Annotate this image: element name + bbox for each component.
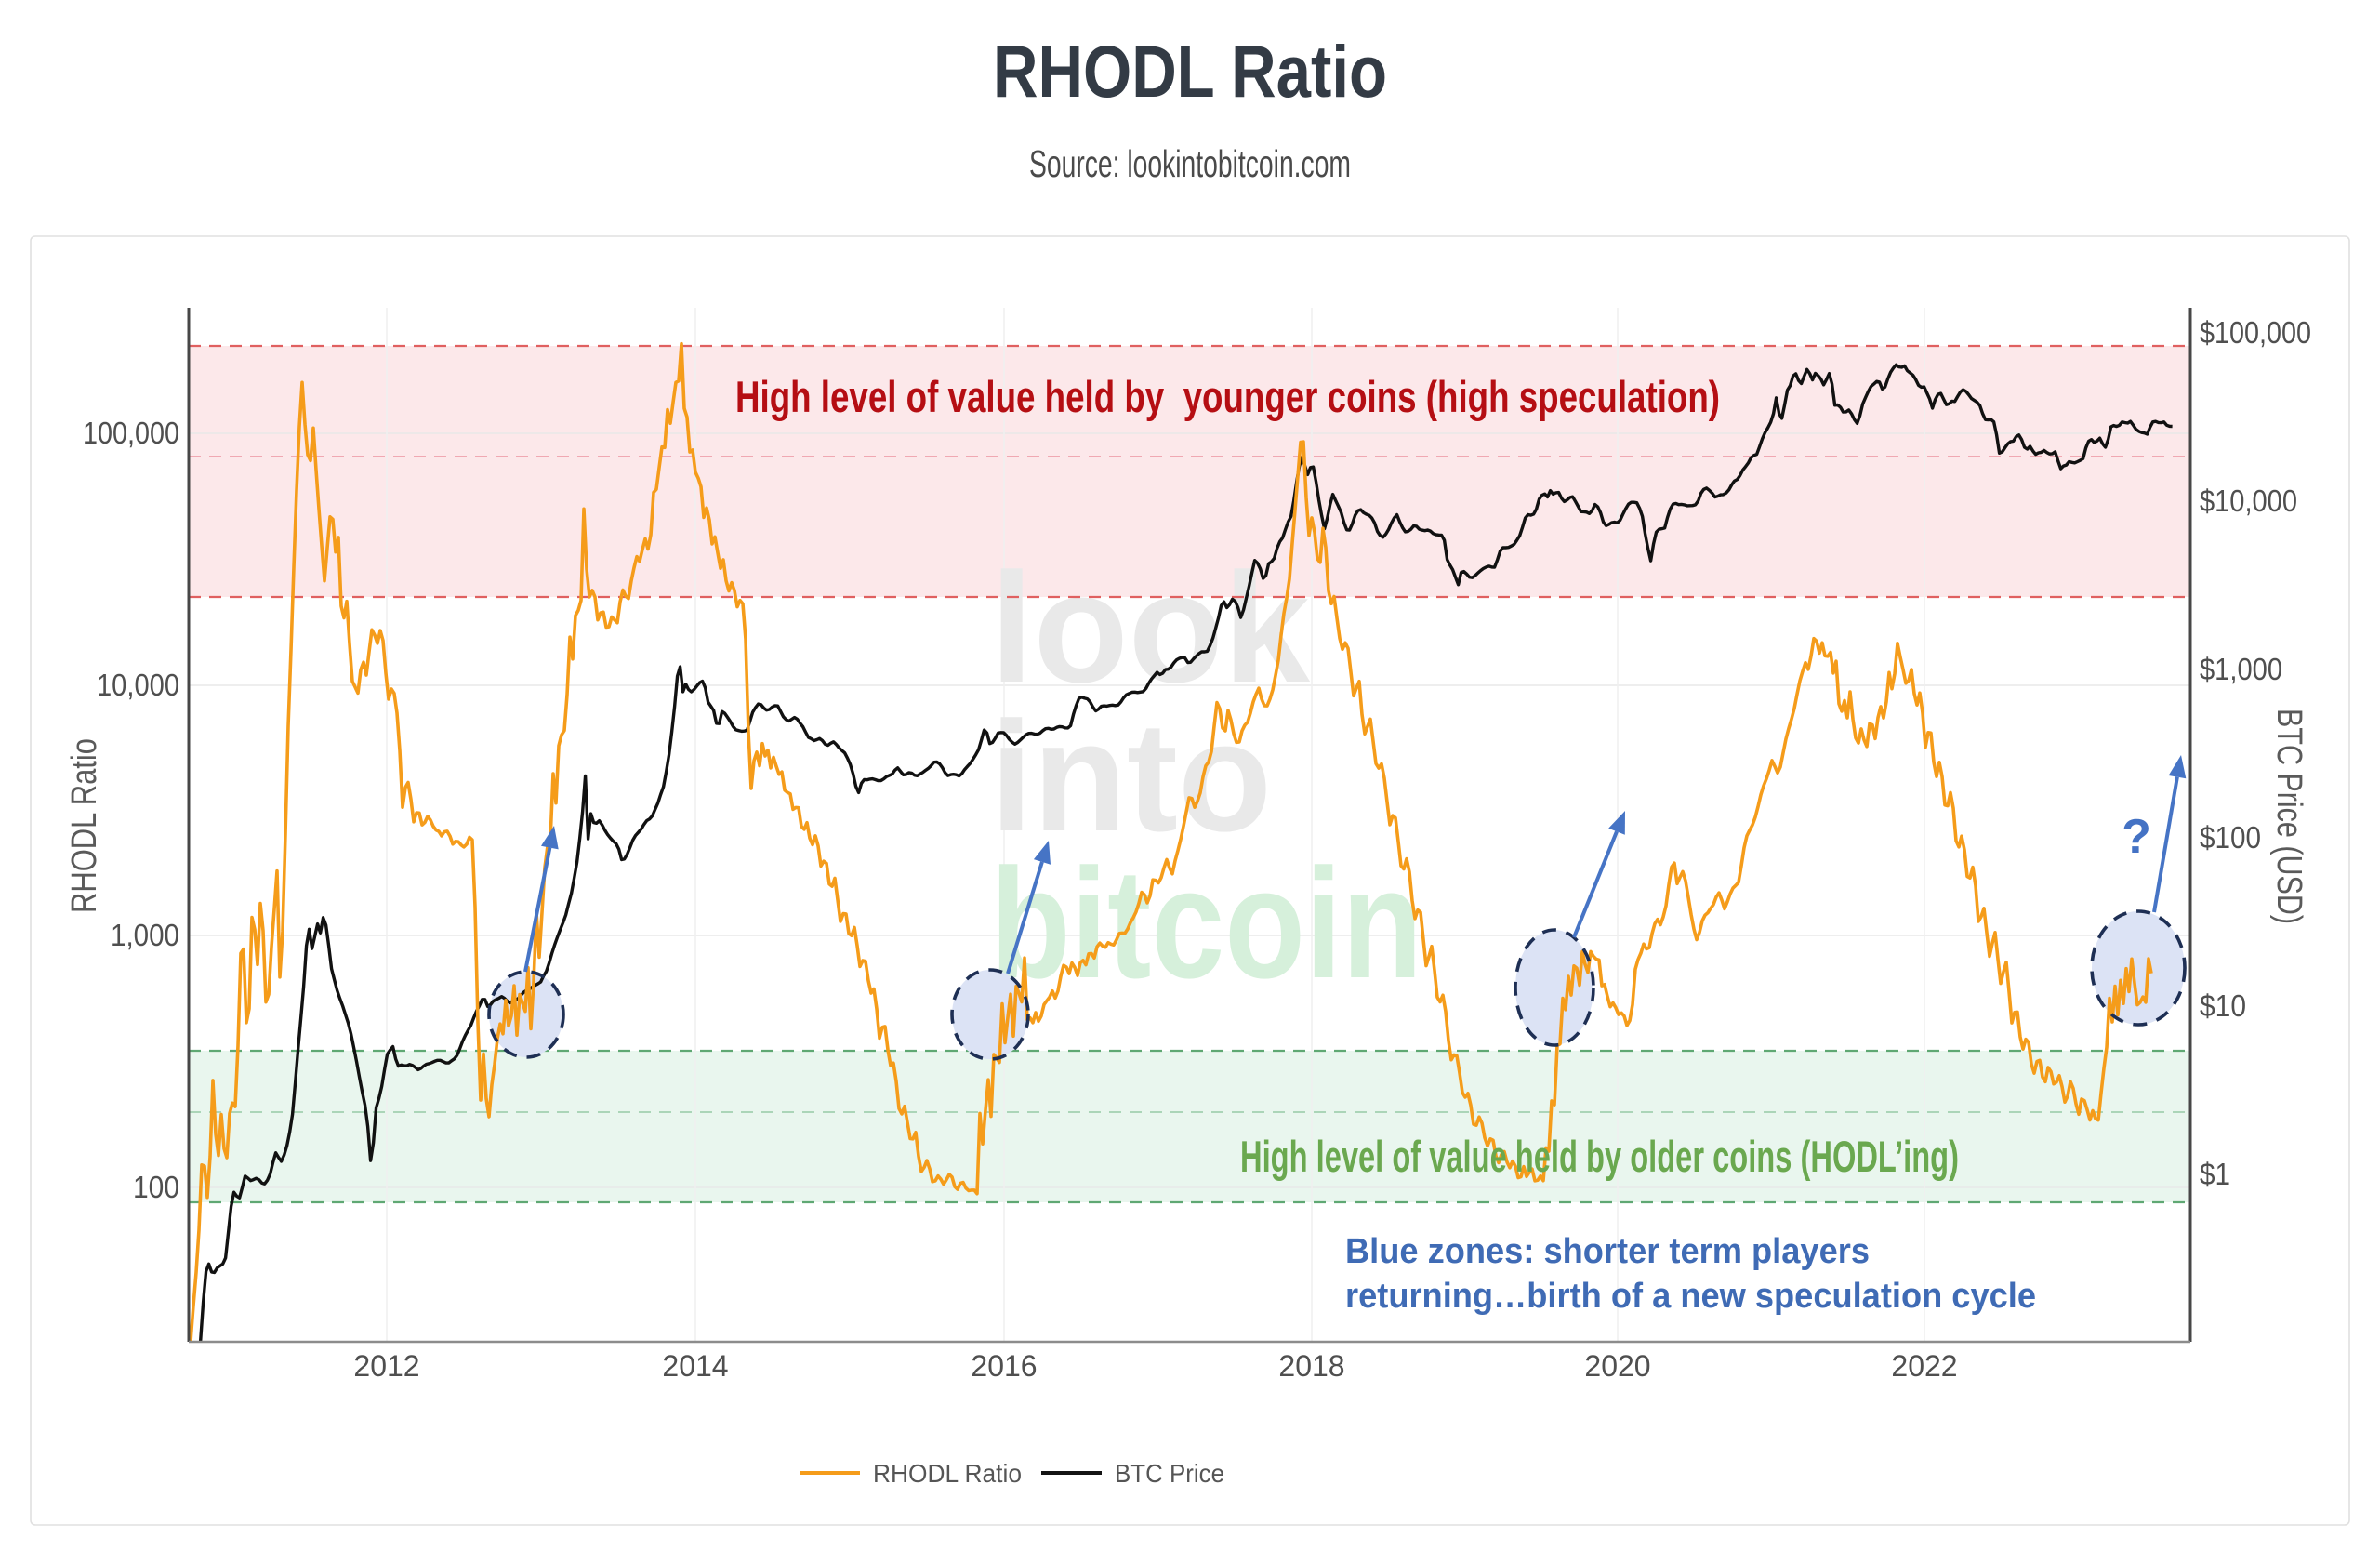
svg-text:High level of value held by ol: High level of value held by older coins … (1240, 1132, 1959, 1181)
svg-text:RHODL Ratio: RHODL Ratio (873, 1459, 1022, 1488)
svg-text:Source: lookintobitcoin.com: Source: lookintobitcoin.com (1029, 142, 1351, 185)
svg-text:2020: 2020 (1584, 1349, 1650, 1383)
svg-text:2018: 2018 (1278, 1349, 1344, 1383)
svg-text:RHODL Ratio: RHODL Ratio (65, 738, 104, 913)
svg-text:2022: 2022 (1891, 1349, 1957, 1383)
svg-text:BTC Price: BTC Price (1115, 1459, 1224, 1488)
svg-text:BTC Price (USD): BTC Price (USD) (2269, 709, 2308, 924)
svg-text:?: ? (2122, 810, 2151, 864)
svg-text:Blue zones: shorter term playe: Blue zones: shorter term players (1345, 1232, 1870, 1271)
svg-text:bitcoin: bitcoin (990, 836, 1422, 1011)
svg-text:High level of value held by y: High level of value held by younger coin… (735, 372, 1720, 421)
svg-text:RHODL Ratio: RHODL Ratio (993, 30, 1387, 113)
svg-text:look: look (990, 540, 1311, 715)
svg-text:2012: 2012 (353, 1349, 419, 1383)
svg-text:1,000: 1,000 (111, 918, 179, 952)
svg-text:100,000: 100,000 (83, 416, 179, 450)
svg-text:$10,000: $10,000 (2200, 484, 2297, 518)
svg-text:10,000: 10,000 (97, 668, 179, 702)
svg-text:100: 100 (133, 1170, 179, 1204)
svg-text:$10: $10 (2200, 988, 2246, 1023)
svg-text:returning…birth of a new specu: returning…birth of a new speculation cyc… (1345, 1277, 2036, 1316)
svg-text:2016: 2016 (971, 1349, 1037, 1383)
svg-text:$1,000: $1,000 (2200, 652, 2282, 686)
svg-text:$100,000: $100,000 (2200, 315, 2311, 350)
svg-text:2014: 2014 (662, 1349, 728, 1383)
svg-text:into: into (990, 689, 1272, 864)
svg-text:$100: $100 (2200, 820, 2261, 855)
svg-text:$1: $1 (2200, 1157, 2230, 1191)
